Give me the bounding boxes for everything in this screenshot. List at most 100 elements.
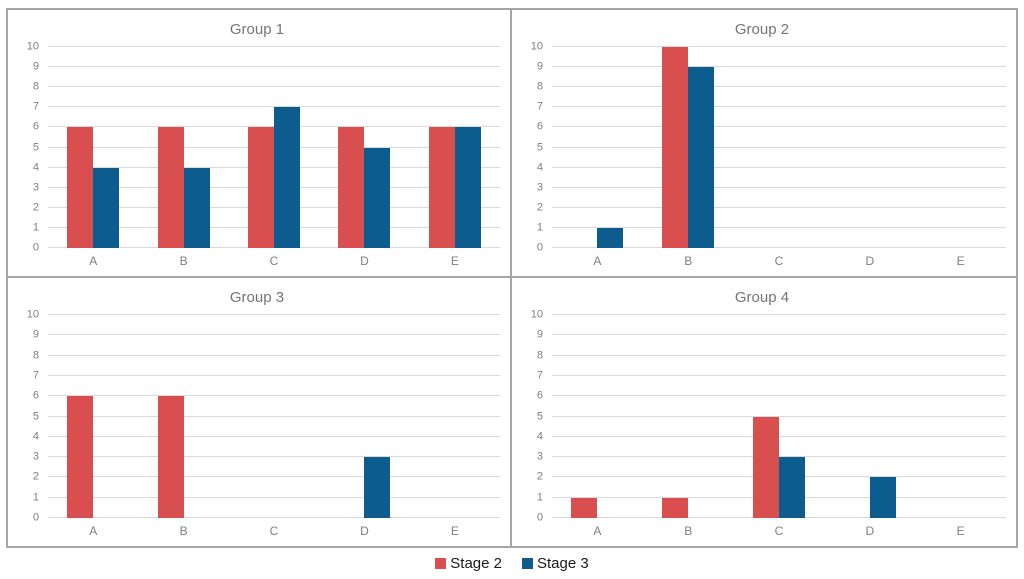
gridline — [552, 374, 1006, 376]
bar-group-c — [229, 315, 319, 518]
chart-title: Group 3 — [229, 289, 285, 306]
gridline — [48, 374, 500, 376]
gridline — [48, 86, 500, 88]
gridline — [48, 354, 500, 356]
bar-group-e — [410, 47, 500, 248]
y-tick-label: 3 — [32, 450, 39, 463]
bar-stage-2-e — [428, 127, 455, 248]
gridline — [552, 415, 1006, 417]
y-tick-label: 2 — [32, 470, 39, 483]
y-axis: 0 1 2 3 4 5 6 7 8 9 10 — [14, 309, 48, 523]
y-tick-label: 7 — [536, 369, 543, 382]
x-axis: A B C D E — [48, 518, 500, 544]
bar-group-b — [643, 47, 734, 248]
bar-stage-3-a — [597, 227, 624, 248]
legend-swatch-stage-2 — [435, 558, 447, 569]
y-tick-label: 8 — [32, 80, 39, 93]
bar-stage-2-a — [67, 396, 94, 518]
bar-group-c — [229, 47, 319, 248]
y-tick-label: 10 — [26, 308, 39, 321]
bar-group-b — [138, 47, 228, 248]
y-tick-label: 1 — [32, 221, 39, 234]
x-axis-label-a: A — [593, 524, 602, 538]
y-tick-label: 3 — [536, 450, 543, 463]
legend-item-stage-2: Stage 2 — [435, 555, 502, 572]
x-axis-label-e: E — [450, 254, 459, 268]
y-tick-label: 4 — [32, 161, 39, 174]
gridline — [48, 334, 500, 336]
bar-group-a — [552, 315, 643, 518]
x-axis: A B C D E — [552, 248, 1006, 274]
legend-label: Stage 2 — [450, 555, 502, 572]
chart-panel-group-4: Group 4 0 1 2 3 4 5 6 7 8 9 10 A B C D E — [512, 278, 1016, 546]
x-axis-label-a: A — [593, 254, 602, 268]
y-tick-label: 6 — [536, 389, 543, 402]
x-axis-label-d: D — [360, 254, 369, 268]
bar-group-c — [734, 47, 825, 248]
chart-legend: Stage 2 Stage 3 — [6, 548, 1018, 579]
y-axis: 0 1 2 3 4 5 6 7 8 9 10 — [518, 41, 552, 253]
gridline — [552, 66, 1006, 68]
gridline — [552, 166, 1006, 168]
gridline — [48, 106, 500, 108]
gridline — [552, 106, 1006, 108]
x-axis-label-e: E — [956, 254, 965, 268]
y-tick-label: 5 — [536, 141, 543, 153]
gridline — [552, 456, 1006, 458]
bar-group-a — [552, 47, 643, 248]
bar-group-e — [410, 315, 500, 518]
bar-stage-3-c — [274, 107, 301, 248]
y-tick-label: 8 — [536, 349, 543, 362]
bar-stage-3-d — [869, 477, 896, 518]
y-tick-label: 8 — [536, 80, 543, 93]
chart-title: Group 4 — [734, 289, 790, 306]
y-tick-label: 4 — [536, 161, 543, 174]
gridline — [552, 206, 1006, 208]
y-tick-label: 1 — [32, 491, 39, 504]
y-tick-label: 3 — [536, 181, 543, 194]
y-tick-label: 2 — [536, 470, 543, 483]
y-tick-label: 3 — [32, 181, 39, 194]
gridline — [552, 146, 1006, 148]
bar-stage-2-a — [571, 497, 598, 518]
gridline — [48, 496, 500, 498]
x-axis-label-d: D — [360, 524, 369, 538]
x-axis-label-c: C — [269, 254, 279, 268]
bar-stage-3-b — [183, 167, 210, 248]
y-tick-label: 0 — [536, 241, 543, 254]
x-axis-label-a: A — [89, 254, 98, 268]
gridline — [48, 415, 500, 417]
bar-group-e — [915, 47, 1006, 248]
y-tick-label: 9 — [536, 60, 543, 73]
y-axis: 0 1 2 3 4 5 6 7 8 9 10 — [518, 309, 552, 523]
chart-panel-group-1: Group 1 0 1 2 3 4 5 6 7 8 9 10 A B C D E — [8, 10, 512, 278]
y-tick-label: 10 — [530, 308, 543, 321]
y-tick-label: 0 — [536, 511, 543, 524]
x-axis-label-e: E — [956, 524, 965, 538]
x-axis-label-e: E — [450, 524, 459, 538]
gridline — [552, 86, 1006, 88]
bar-groups — [552, 47, 1006, 248]
x-axis: A B C D E — [552, 518, 1006, 544]
chart-title: Group 1 — [229, 21, 285, 38]
gridline — [552, 46, 1006, 47]
gridline — [552, 354, 1006, 356]
gridline — [552, 314, 1006, 315]
y-tick-label: 0 — [32, 511, 39, 524]
chart-panel-group-2: Group 2 0 1 2 3 4 5 6 7 8 9 10 A B C D E — [512, 10, 1016, 278]
bar-group-e — [915, 315, 1006, 518]
bar-groups — [552, 315, 1006, 518]
y-tick-label: 4 — [536, 430, 543, 443]
bar-stage-2-b — [662, 47, 689, 248]
plot-area-row: 0 1 2 3 4 5 6 7 8 9 10 — [518, 309, 1006, 523]
y-tick-label: 5 — [536, 410, 543, 422]
y-tick-label: 2 — [536, 201, 543, 214]
y-tick-label: 1 — [536, 491, 543, 504]
gridline — [48, 46, 500, 47]
gridline — [552, 226, 1006, 228]
bar-group-d — [824, 315, 915, 518]
bar-group-d — [319, 47, 409, 248]
bar-group-d — [319, 315, 409, 518]
gridline — [552, 186, 1006, 188]
chart-title: Group 2 — [734, 21, 790, 38]
